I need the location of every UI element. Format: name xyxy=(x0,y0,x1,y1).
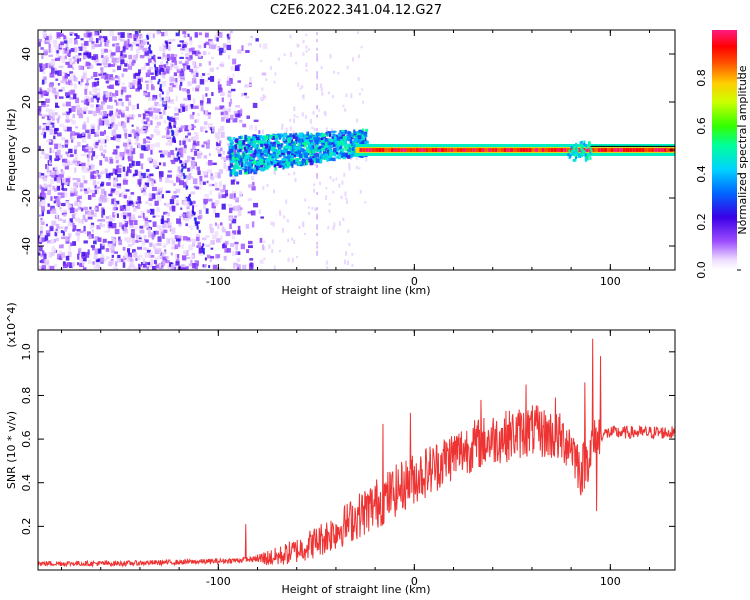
snr-y-tick-label: 0.2 xyxy=(20,518,33,536)
spectrogram-y-tick-label: -20 xyxy=(20,189,33,207)
colorbar: 0.0 0.2 0.4 0.6 0.8 Normalized spectral ampl… xyxy=(695,30,749,279)
colorbar-gradient xyxy=(712,30,737,270)
snr-x-axis-label: Height of straight line (km) xyxy=(281,583,430,596)
spectrogram-panel: -100 0 100 -40 -20 0 20 40 Height of straight l… xyxy=(5,29,676,297)
colorbar-tick-label: 0.2 xyxy=(695,213,708,231)
snr-y-multiplier: (x10^4) xyxy=(5,302,18,347)
figure-title: C2E6.2022.341.04.12.G27 xyxy=(270,3,442,18)
spectrogram-x-axis-label: Height of straight line (km) xyxy=(281,284,430,297)
colorbar-tick-label: 0.0 xyxy=(695,261,708,279)
spectrogram-y-tick-label: 20 xyxy=(20,95,33,109)
snr-x-tick-label: 0 xyxy=(411,575,418,588)
colorbar-ticks: 0.0 0.2 0.4 0.6 0.8 xyxy=(695,69,741,279)
colorbar-tick-label: 0.6 xyxy=(695,117,708,135)
snr-plot-frame xyxy=(37,329,676,571)
spectrogram-y-tick-label: -40 xyxy=(20,237,33,255)
snr-y-axis-label: SNR (10 * v/v) xyxy=(5,411,18,489)
snr-y-tick-label: 1.0 xyxy=(20,343,33,361)
colorbar-tick-label: 0.4 xyxy=(695,165,708,183)
snr-y-tick-label: 0.8 xyxy=(20,387,33,405)
spectrogram-y-tick-label: 0 xyxy=(20,147,33,154)
spectrogram-y-axis-label: Frequency (Hz) xyxy=(5,109,18,192)
spectrogram-x-tick-label: 0 xyxy=(411,275,418,288)
snr-y-tick-label: 0.6 xyxy=(20,430,33,448)
snr-panel: -100 0 100 0.2 0.4 0.6 0.8 1.0 Height of straig… xyxy=(5,302,676,596)
snr-series-line xyxy=(38,338,675,568)
colorbar-label: Normalized spectral amplitude xyxy=(736,65,749,234)
colorbar-tick-label: 0.8 xyxy=(695,69,708,87)
snr-y-tick-label: 0.4 xyxy=(20,474,33,492)
spectrogram-heatmap xyxy=(38,30,675,270)
spectrogram-axes: -100 0 100 -40 -20 0 20 40 xyxy=(20,30,675,288)
spectrogram-y-tick-label: 40 xyxy=(20,47,33,61)
snr-axes: -100 0 100 0.2 0.4 0.6 0.8 1.0 xyxy=(20,330,675,588)
spectrogram-x-tick-label: -100 xyxy=(206,275,231,288)
spectrogram-x-tick-label: 100 xyxy=(600,275,621,288)
snr-x-tick-label: 100 xyxy=(600,575,621,588)
snr-x-tick-label: -100 xyxy=(206,575,231,588)
